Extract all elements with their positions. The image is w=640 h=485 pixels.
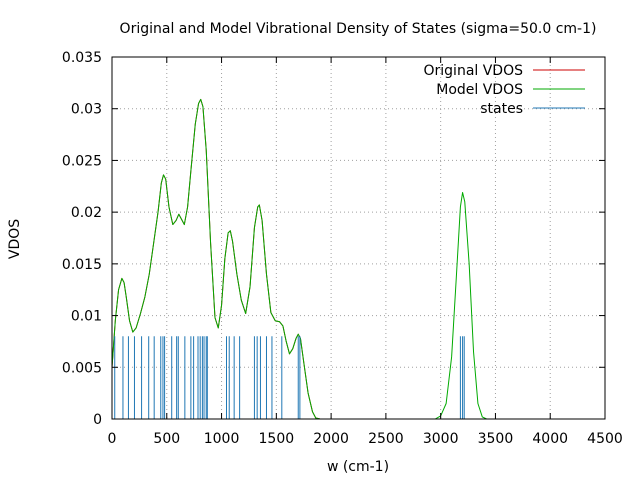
x-tick-label: 500 — [153, 431, 180, 447]
y-tick-label: 0.035 — [62, 50, 102, 66]
x-tick-label: 1000 — [204, 431, 240, 447]
grid-lines — [112, 57, 605, 419]
x-tick-label: 0 — [108, 431, 117, 447]
plot-area — [111, 98, 487, 420]
legend-label-original-vdos: Original VDOS — [424, 63, 524, 79]
y-axis-label: VDOS — [7, 219, 23, 259]
axis-ticks: 0 500 1000 1500 2000 2500 3000 3500 4000 4500 0 0.0… — [62, 50, 623, 447]
legend-label-states: states — [480, 101, 523, 117]
chart-title: Original and Model Vibrational Density o… — [120, 21, 597, 37]
x-tick-label: 2500 — [368, 431, 404, 447]
x-axis-label: w (cm-1) — [327, 459, 389, 475]
x-tick-label: 4500 — [587, 431, 623, 447]
y-tick-label: 0.02 — [71, 205, 102, 221]
y-tick-label: 0.01 — [71, 309, 102, 325]
x-tick-label: 2000 — [313, 431, 349, 447]
y-tick-label: 0.025 — [62, 153, 102, 169]
legend: Original VDOS Model VDOS states — [424, 63, 585, 117]
x-tick-label: 1500 — [259, 431, 295, 447]
y-tick-label: 0.005 — [62, 360, 102, 376]
y-tick-label: 0.015 — [62, 257, 102, 273]
y-tick-label: 0.03 — [71, 102, 102, 118]
x-tick-label: 3000 — [423, 431, 459, 447]
plot-frame — [111, 56, 606, 420]
x-tick-label: 4000 — [532, 431, 568, 447]
y-tick-label: 0 — [93, 412, 102, 428]
x-tick-label: 3500 — [478, 431, 514, 447]
legend-label-model-vdos: Model VDOS — [436, 82, 523, 98]
